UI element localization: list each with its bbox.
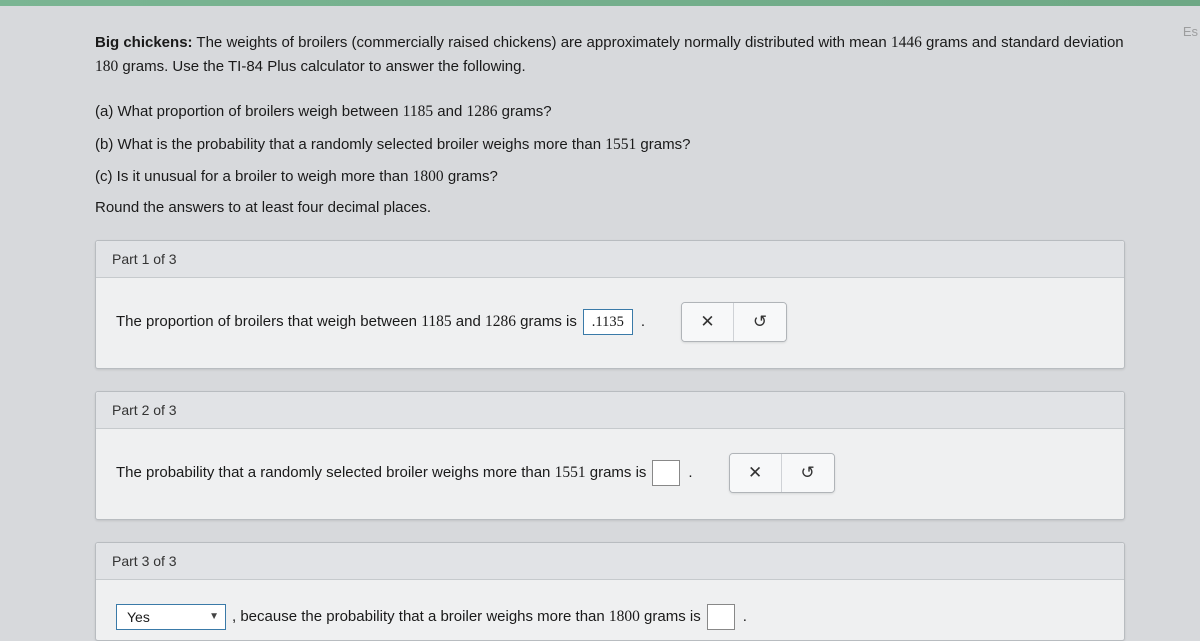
- part-3-body: Yes ▼ , because the probability that a b…: [96, 580, 1124, 640]
- clear-button[interactable]: ✕: [682, 303, 734, 341]
- reset-icon: ↺: [800, 463, 814, 483]
- reset-button[interactable]: ↺: [734, 303, 786, 341]
- problem-title: Big chickens:: [95, 34, 193, 51]
- problem-text-c: grams. Use the TI-84 Plus calculator to …: [118, 58, 525, 75]
- part-2-header: Part 2 of 3: [96, 392, 1124, 429]
- p3-answer-input[interactable]: [707, 604, 735, 630]
- p2-answer-input[interactable]: [652, 460, 680, 486]
- part-2-container: Part 2 of 3 The probability that a rando…: [95, 391, 1125, 520]
- reset-icon: ↺: [753, 312, 767, 332]
- qb-post: grams?: [636, 136, 690, 153]
- p2-period: .: [688, 464, 692, 481]
- qc-post: grams?: [444, 168, 498, 185]
- content-area: Big chickens: The weights of broilers (c…: [0, 6, 1200, 641]
- problem-text-a: The weights of broilers (commercially ra…: [193, 34, 891, 51]
- mean-value: 1446: [891, 34, 922, 51]
- p3-select-value: Yes: [127, 609, 150, 625]
- qa-v2: 1286: [466, 103, 497, 120]
- qc-v1: 1800: [413, 168, 444, 185]
- question-c: (c) Is it unusual for a broiler to weigh…: [95, 161, 1125, 194]
- p3-period: .: [743, 608, 747, 625]
- p3-select[interactable]: Yes ▼: [116, 604, 226, 630]
- p1-tool-group: ✕ ↺: [681, 302, 787, 342]
- reset-button[interactable]: ↺: [782, 454, 834, 492]
- problem-text-b: grams and standard deviation: [922, 34, 1124, 51]
- p3-text-a: , because the probability that a broiler…: [232, 608, 701, 626]
- part-1-body: The proportion of broilers that weigh be…: [96, 278, 1124, 368]
- qb-pre: (b) What is the probability that a rando…: [95, 136, 605, 153]
- qb-v1: 1551: [605, 136, 636, 153]
- p2-tool-group: ✕ ↺: [729, 453, 835, 493]
- p2-text-a: The probability that a randomly selected…: [116, 464, 646, 482]
- question-a: (a) What proportion of broilers weigh be…: [95, 96, 1125, 129]
- problem-statement: Big chickens: The weights of broilers (c…: [95, 31, 1125, 78]
- x-icon: ✕: [700, 312, 714, 332]
- p1-period: .: [641, 313, 645, 330]
- qa-mid: and: [433, 103, 466, 120]
- part-1-header: Part 1 of 3: [96, 241, 1124, 278]
- question-b: (b) What is the probability that a rando…: [95, 129, 1125, 162]
- rounding-note: Round the answers to at least four decim…: [95, 199, 1125, 216]
- sd-value: 180: [95, 58, 118, 75]
- qa-pre: (a) What proportion of broilers weigh be…: [95, 103, 403, 120]
- qc-pre: (c) Is it unusual for a broiler to weigh…: [95, 168, 413, 185]
- part-3-header: Part 3 of 3: [96, 543, 1124, 580]
- part-1-container: Part 1 of 3 The proportion of broilers t…: [95, 240, 1125, 369]
- qa-v1: 1185: [403, 103, 433, 120]
- qa-post: grams?: [497, 103, 551, 120]
- sub-questions: (a) What proportion of broilers weigh be…: [95, 96, 1125, 194]
- clear-button[interactable]: ✕: [730, 454, 782, 492]
- part-2-body: The probability that a randomly selected…: [96, 429, 1124, 519]
- x-icon: ✕: [748, 463, 762, 483]
- p1-text-a: The proportion of broilers that weigh be…: [116, 313, 577, 331]
- p1-answer-input[interactable]: .1135: [583, 309, 633, 335]
- part-3-container: Part 3 of 3 Yes ▼ , because the probabil…: [95, 542, 1125, 641]
- chevron-down-icon: ▼: [209, 611, 219, 622]
